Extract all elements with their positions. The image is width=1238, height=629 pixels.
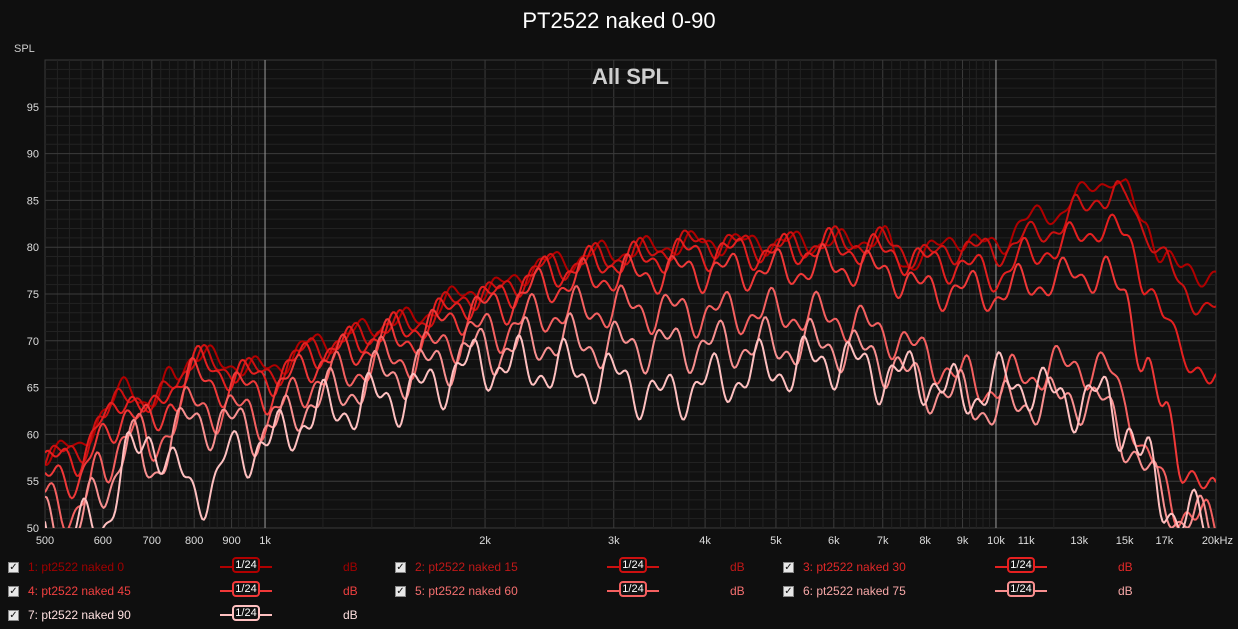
x-tick-label: 2k [479, 535, 491, 547]
legend-label: 7: pt2522 naked 90 [28, 608, 131, 622]
legend-item[interactable]: ✓ 1: pt2522 naked 0 1/24 dB [8, 557, 388, 580]
legend-checkbox[interactable]: ✓ [395, 586, 406, 597]
y-tick-label: 75 [27, 289, 39, 301]
smoothing-label: 1/24 [1007, 557, 1035, 573]
y-tick-label: 65 [27, 383, 39, 395]
smoothing-selector[interactable]: 1/24 [995, 581, 1047, 599]
y-tick-label: 50 [27, 523, 39, 535]
grid-major [264, 60, 997, 528]
smoothing-selector[interactable]: 1/24 [607, 581, 659, 599]
x-tick-label: 700 [143, 535, 161, 547]
x-tick-label: 8k [919, 535, 931, 547]
legend-unit: dB [343, 584, 358, 598]
x-tick-label: 1k [259, 535, 271, 547]
legend-unit: dB [730, 584, 745, 598]
smoothing-label: 1/24 [232, 605, 260, 621]
x-tick-label: 17k [1156, 535, 1174, 547]
x-tick-label: 7k [877, 535, 889, 547]
legend-label: 6: pt2522 naked 75 [803, 584, 906, 598]
legend-item[interactable]: ✓ 5: pt2522 naked 60 1/24 dB [395, 581, 775, 604]
smoothing-selector[interactable]: 1/24 [220, 557, 272, 575]
legend-unit: dB [730, 560, 745, 574]
y-tick-label: 85 [27, 195, 39, 207]
legend-item[interactable]: ✓ 2: pt2522 naked 15 1/24 dB [395, 557, 775, 580]
legend-item[interactable]: ✓ 4: pt2522 naked 45 1/24 dB [8, 581, 388, 604]
x-tick-label: 4k [699, 535, 711, 547]
x-tick-label: 13k [1070, 535, 1088, 547]
x-tick-label: 5k [770, 535, 782, 547]
series-line-7 [45, 334, 1205, 528]
legend-checkbox[interactable]: ✓ [783, 562, 794, 573]
legend-unit: dB [1118, 560, 1133, 574]
smoothing-label: 1/24 [619, 557, 647, 573]
y-tick-label: 80 [27, 242, 39, 254]
smoothing-selector[interactable]: 1/24 [220, 605, 272, 623]
smoothing-label: 1/24 [232, 557, 260, 573]
y-tick-label: 60 [27, 429, 39, 441]
series-line-3 [45, 213, 1216, 477]
legend-item[interactable]: ✓ 6: pt2522 naked 75 1/24 dB [783, 581, 1163, 604]
smoothing-selector[interactable]: 1/24 [607, 557, 659, 575]
legend-checkbox[interactable]: ✓ [8, 586, 19, 597]
page-title: PT2522 naked 0-90 [522, 8, 716, 33]
x-tick-label: 6k [828, 535, 840, 547]
y-tick-label: 90 [27, 149, 39, 161]
smoothing-label: 1/24 [619, 581, 647, 597]
legend-item[interactable]: ✓ 7: pt2522 naked 90 1/24 dB [8, 605, 388, 628]
series-layer [45, 178, 1216, 528]
smoothing-selector[interactable]: 1/24 [995, 557, 1047, 575]
y-axis-label: SPL [14, 43, 35, 55]
x-tick-label: 20kHz [1202, 535, 1233, 547]
y-tick-label: 55 [27, 476, 39, 488]
x-tick-label: 800 [185, 535, 203, 547]
x-tick-label: 500 [36, 535, 54, 547]
legend-label: 2: pt2522 naked 15 [415, 560, 518, 574]
legend-label: 5: pt2522 naked 60 [415, 584, 518, 598]
tick-labels: 500 600 700 800 900 1k 2k 3k 4k 5k 6k 7k 8k 9k 10k 11k 1… [27, 102, 1233, 547]
x-tick-label: 15k [1116, 535, 1134, 547]
legend-label: 4: pt2522 naked 45 [28, 584, 131, 598]
legend-checkbox[interactable]: ✓ [8, 562, 19, 573]
grid-minor [45, 60, 1216, 528]
legend-checkbox[interactable]: ✓ [783, 586, 794, 597]
smoothing-label: 1/24 [232, 581, 260, 597]
legend-unit: dB [343, 560, 358, 574]
legend-checkbox[interactable]: ✓ [8, 610, 19, 621]
smoothing-selector[interactable]: 1/24 [220, 581, 272, 599]
y-tick-label: 70 [27, 336, 39, 348]
x-tick-label: 3k [608, 535, 620, 547]
x-tick-label: 900 [222, 535, 240, 547]
legend-unit: dB [1118, 584, 1133, 598]
legend-label: 3: pt2522 naked 30 [803, 560, 906, 574]
chart-subtitle: All SPL [592, 64, 669, 89]
series-line-5 [45, 284, 1216, 528]
legend-item[interactable]: ✓ 3: pt2522 naked 30 1/24 dB [783, 557, 1163, 580]
series-line-6 [45, 312, 1210, 528]
legend-label: 1: pt2522 naked 0 [28, 560, 125, 574]
legend-unit: dB [343, 608, 358, 622]
x-tick-label: 9k [957, 535, 969, 547]
smoothing-label: 1/24 [1007, 581, 1035, 597]
legend-checkbox[interactable]: ✓ [395, 562, 406, 573]
series-line-4 [45, 243, 1216, 500]
x-tick-label: 10k [987, 535, 1005, 547]
x-tick-label: 600 [94, 535, 112, 547]
y-tick-label: 95 [27, 102, 39, 114]
x-tick-label: 11k [1018, 535, 1035, 547]
